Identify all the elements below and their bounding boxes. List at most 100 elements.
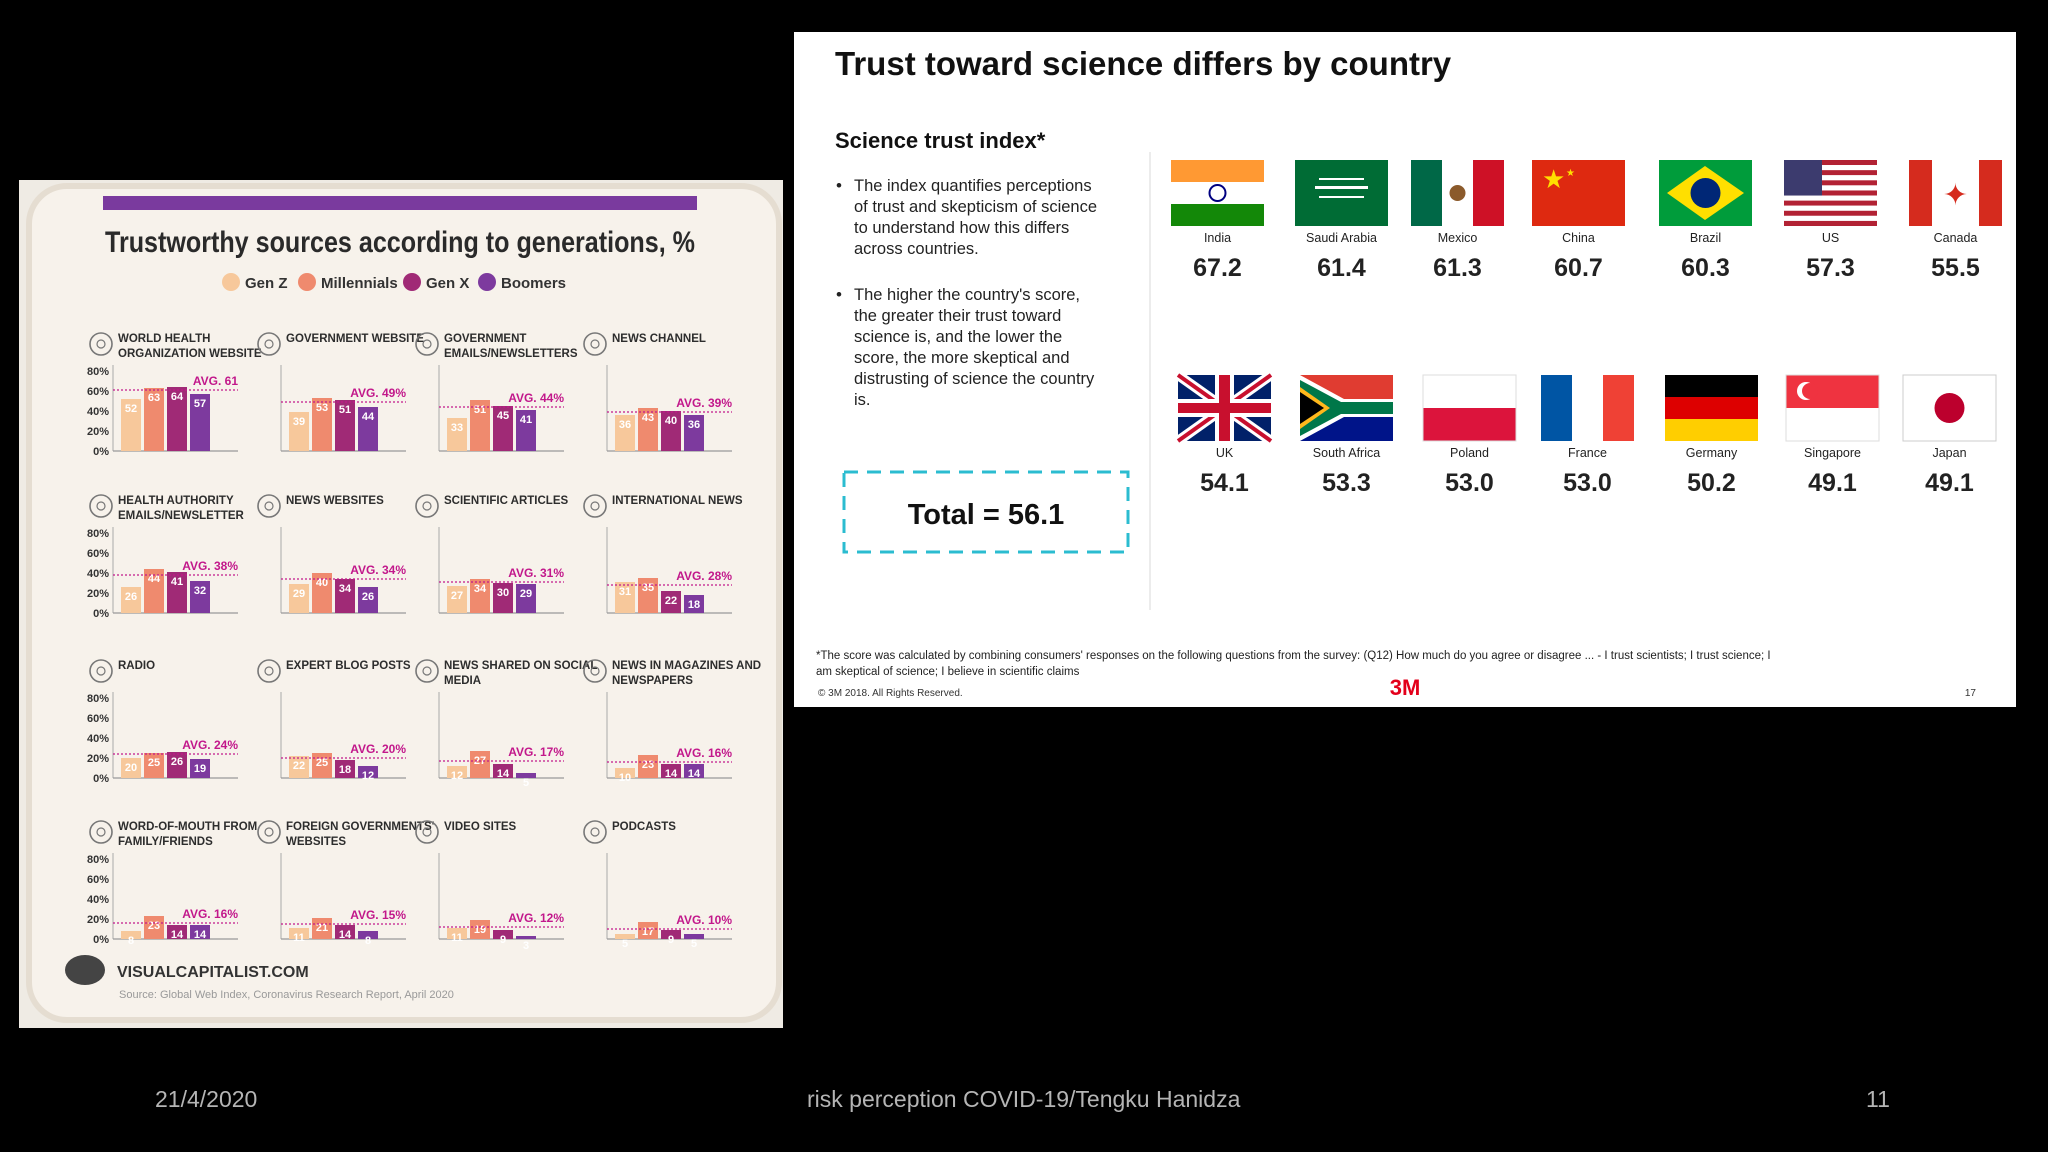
country-name: UK	[1216, 446, 1234, 460]
country-score: 53.0	[1445, 469, 1494, 497]
flag-border	[1422, 374, 1517, 442]
source-icon-inner	[96, 501, 106, 511]
average-label: AVG. 17%	[508, 745, 564, 759]
source-panel: GOVERNMENT EMAILS/NEWSLETTERS 33 51 45 41 AVG.…	[415, 332, 578, 452]
source-icon-inner	[590, 339, 600, 349]
flag-part	[1208, 184, 1227, 202]
flag-part	[1932, 160, 1979, 226]
source-icon-inner	[264, 501, 274, 511]
bar-value-label: 14	[171, 929, 184, 941]
source-icon	[257, 659, 281, 683]
source-title-line: NEWS SHARED ON SOCIAL	[444, 660, 597, 672]
flag-part	[1784, 170, 1877, 176]
source-title-line: WORLD HEALTH	[118, 333, 210, 345]
bar	[312, 398, 332, 451]
flag-part	[1423, 408, 1516, 441]
bar	[615, 415, 635, 451]
country-entry: ✦ Canada 55.5	[1909, 160, 2002, 282]
source-icon	[257, 332, 281, 356]
source-panel: NEWS WEBSITES 29 40 34 26 AVG. 34%	[257, 494, 406, 614]
bar-value-label: 41	[171, 576, 183, 588]
country-entry: Poland 53.0	[1422, 374, 1517, 497]
y-tick-label: 60%	[87, 548, 109, 560]
legend-label: Gen Z	[245, 275, 288, 292]
source-icon-inner	[590, 827, 600, 837]
bullet-text-line: distrusting of science the country	[854, 370, 1095, 388]
flag-part	[1784, 160, 1822, 196]
y-tick-label: 20%	[87, 914, 109, 926]
average-label: AVG. 49%	[350, 386, 406, 400]
bullet-text-line: The higher the country's score,	[854, 286, 1080, 304]
flag-part	[1473, 160, 1504, 226]
legend-label: Millennials	[321, 275, 398, 292]
source-title-line: GOVERNMENT	[444, 333, 526, 345]
bullet-marker: •	[836, 285, 842, 304]
bar	[493, 930, 513, 939]
source-icon	[583, 659, 607, 683]
flag-part	[1784, 165, 1877, 171]
y-tick-label: 0%	[93, 608, 109, 620]
bar	[358, 587, 378, 613]
bar	[335, 925, 355, 939]
flag-part	[1979, 160, 2002, 226]
country-score: 49.1	[1925, 469, 1974, 497]
bar	[447, 586, 467, 613]
flag-part	[1802, 383, 1818, 399]
country-entry: Japan 49.1	[1902, 374, 1997, 497]
source-title-line: RADIO	[118, 660, 155, 672]
source-icon-inner	[422, 827, 432, 837]
flag-border	[1902, 374, 1997, 442]
y-tick-label: 80%	[87, 528, 109, 540]
country-score: 60.7	[1554, 254, 1603, 282]
source-icon	[257, 494, 281, 518]
bar	[684, 934, 704, 939]
bar-value-label: 11	[293, 932, 305, 944]
bar	[358, 407, 378, 451]
flag-part	[1665, 419, 1758, 441]
source-panel: EXPERT BLOG POSTS 22 25 18 12 AVG. 20%	[257, 659, 411, 782]
visualcapitalist-logo-icon	[65, 955, 105, 985]
bar-value-label: 10	[619, 772, 631, 784]
source-icon-inner	[96, 666, 106, 676]
bar	[470, 400, 490, 451]
bar	[493, 764, 513, 778]
average-label: AVG. 28%	[676, 569, 732, 583]
flag-part	[1171, 204, 1264, 226]
bar-value-label: 43	[642, 412, 654, 424]
infographic-card	[26, 183, 782, 1023]
india-flag	[1171, 160, 1264, 226]
y-tick-label: 40%	[87, 733, 109, 745]
country-name: Mexico	[1438, 231, 1478, 245]
slide-title: Trust toward science differs by country	[835, 45, 1452, 82]
source-icon	[415, 332, 439, 356]
bar-value-label: 9	[500, 934, 506, 946]
country-entry: Singapore 49.1	[1785, 374, 1880, 497]
y-tick-label: 40%	[87, 568, 109, 580]
country-score: 54.1	[1200, 469, 1249, 497]
y-tick-label: 60%	[87, 386, 109, 398]
flag-star: ★	[1542, 165, 1565, 195]
source-title-line: HEALTH AUTHORITY	[118, 495, 234, 507]
title-accent-bar	[103, 196, 697, 210]
source-icon-inner	[590, 666, 600, 676]
flag-part	[1665, 375, 1758, 397]
bar-value-label: 40	[665, 415, 677, 427]
source-panel: WORD-OF-MOUTH FROMFAMILY/FRIENDS80%60%40…	[87, 820, 257, 947]
average-label: AVG. 34%	[350, 563, 406, 577]
flag-part	[1784, 195, 1877, 201]
slide-number: 17	[1965, 688, 1977, 699]
bar-value-label: 36	[619, 419, 631, 431]
source-title-line: INTERNATIONAL NEWS	[612, 495, 743, 507]
saudi-arabia-flag	[1295, 160, 1388, 226]
bar-value-label: 44	[148, 573, 161, 585]
bar-value-label: 26	[362, 591, 374, 603]
flag-part	[1603, 375, 1634, 441]
generations-chart-svg: Trustworthy sources according to generat…	[19, 180, 783, 1028]
country-score: 61.3	[1433, 254, 1482, 282]
bullet-text-line: of trust and skepticism of science	[854, 198, 1097, 216]
brazil-flag	[1659, 160, 1752, 226]
bar	[661, 764, 681, 778]
flag-part	[1784, 175, 1877, 181]
country-entry: Mexico 61.3	[1411, 160, 1504, 282]
